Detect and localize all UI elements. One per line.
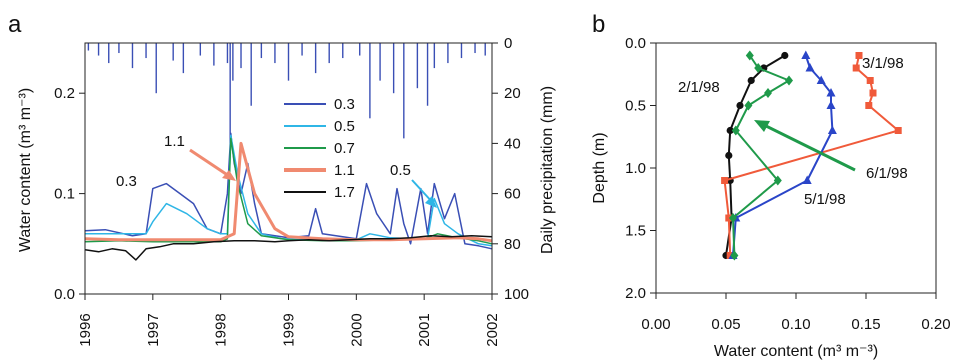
marker-6-1-98 <box>785 75 793 86</box>
legend-label: 0.3 <box>334 96 355 113</box>
y-tick-label: 0.0 <box>54 286 75 303</box>
profile-label-3-1-98: 3/1/98 <box>862 55 904 72</box>
y-tick-label: 2.0 <box>625 285 646 302</box>
label-6-1-98-arrowhead <box>754 120 770 132</box>
profile-label-6-1-98: 6/1/98 <box>866 165 908 182</box>
y2-tick-label: 0 <box>504 35 512 52</box>
panel-a-x-axis: 1996 1997 1998 1999 2000 2001 2002 <box>77 294 501 347</box>
profile-label-5-1-98: 5/1/98 <box>804 191 846 208</box>
panel-b: b 0.00 0.05 0.10 0.15 0.20 0.0 0.5 1.0 1.5 2.0 W… <box>591 11 951 360</box>
profile-lines <box>721 50 902 261</box>
panel-a-legend: 0.3 0.5 0.7 1.1 1.7 <box>284 96 355 201</box>
legend-label: 1.1 <box>334 162 355 179</box>
marker-3-1-98 <box>852 64 860 72</box>
legend-label: 1.7 <box>334 184 355 201</box>
marker-3-1-98 <box>894 127 902 134</box>
panel-a-y2label: Daily precipitation (mm) <box>539 86 556 254</box>
x-tick-label: 0.15 <box>851 316 880 333</box>
y2-tick-label: 20 <box>504 85 521 102</box>
marker-3-1-98 <box>721 177 729 184</box>
panel-a-ylabel: Water content (m³ m⁻³) <box>17 88 34 252</box>
panel-b-xlabel: Water content (m³ m⁻³) <box>714 343 878 360</box>
panel-a-y2-axis: 0 20 40 60 80 100 <box>492 35 529 303</box>
marker-2-1-98 <box>736 101 744 110</box>
profile-line-3-1-98 <box>723 55 900 256</box>
annotation-1-1: 1.1 <box>164 133 185 150</box>
marker-6-1-98 <box>754 63 763 73</box>
annotation-1-1-arrow <box>189 148 233 180</box>
marker-6-1-98 <box>764 88 772 98</box>
y-tick-label: 0.0 <box>625 35 646 52</box>
precipitation-bars <box>87 43 486 144</box>
x-tick-label: 2002 <box>484 313 501 346</box>
y-tick-label: 1.0 <box>625 160 646 177</box>
x-tick-label: 2000 <box>348 313 365 346</box>
y2-tick-label: 80 <box>504 236 521 253</box>
x-tick-label: 0.05 <box>711 316 740 333</box>
legend-label: 0.7 <box>334 140 355 157</box>
marker-6-1-98 <box>729 213 737 223</box>
panel-a-letter: a <box>8 11 22 38</box>
marker-3-1-98 <box>866 77 874 84</box>
x-tick-label: 1998 <box>213 313 230 346</box>
marker-6-1-98 <box>773 175 782 186</box>
x-tick-label: 0.20 <box>921 316 950 333</box>
marker-5-1-98 <box>827 125 837 134</box>
marker-3-1-98 <box>726 252 734 259</box>
x-tick-label: 0.00 <box>641 316 670 333</box>
marker-5-1-98 <box>802 175 812 184</box>
y-tick-label: 0.5 <box>625 98 646 115</box>
marker-5-1-98 <box>805 63 815 72</box>
y-tick-label: 1.5 <box>625 223 646 240</box>
marker-3-1-98 <box>725 214 733 222</box>
series-line-0-7 <box>84 137 493 245</box>
series-line-1-7 <box>84 235 493 261</box>
x-tick-label: 1999 <box>281 313 298 346</box>
panel-a: a 1996 1997 1998 1999 2000 2001 2002 0.0 0.1 0.2… <box>8 11 556 347</box>
y2-tick-label: 60 <box>504 186 521 203</box>
marker-6-1-98 <box>745 50 754 61</box>
panel-b-y-axis: 0.0 0.5 1.0 1.5 2.0 <box>625 35 656 302</box>
marker-3-1-98 <box>865 102 873 109</box>
y-tick-label: 0.2 <box>54 85 75 102</box>
profile-label-2-1-98: 2/1/98 <box>678 79 720 96</box>
marker-2-1-98 <box>725 151 733 160</box>
x-tick-label: 0.10 <box>781 316 810 333</box>
x-tick-label: 2001 <box>416 313 433 346</box>
profile-line-6-1-98 <box>732 54 790 256</box>
y-tick-label: 0.1 <box>54 186 75 203</box>
marker-6-1-98 <box>731 125 740 136</box>
annotation-0-5-arrowhead <box>425 196 437 208</box>
panel-b-ylabel: Depth (m) <box>591 132 608 203</box>
y2-tick-label: 40 <box>504 135 521 152</box>
marker-5-1-98 <box>826 100 836 109</box>
profile-labels: 2/1/98 3/1/98 5/1/98 6/1/98 <box>678 55 908 208</box>
marker-2-1-98 <box>726 126 734 135</box>
water-content-lines <box>84 132 493 261</box>
annotation-0-3: 0.3 <box>116 173 137 190</box>
x-tick-label: 1996 <box>77 313 94 346</box>
marker-5-1-98 <box>816 75 826 84</box>
marker-5-1-98 <box>826 88 836 97</box>
x-tick-label: 1997 <box>145 313 162 346</box>
legend-label: 0.5 <box>334 118 355 135</box>
marker-3-1-98 <box>869 89 877 97</box>
y2-tick-label: 100 <box>504 286 529 303</box>
marker-2-1-98 <box>781 51 789 60</box>
marker-5-1-98 <box>801 50 811 59</box>
series-line-1-1 <box>84 141 493 243</box>
marker-3-1-98 <box>855 52 863 59</box>
panel-a-y-axis: 0.0 0.1 0.2 <box>54 85 85 303</box>
panel-b-x-axis: 0.00 0.05 0.10 0.15 0.20 <box>641 293 951 333</box>
annotation-1-1-arrowhead <box>222 170 236 181</box>
marker-6-1-98 <box>744 100 753 111</box>
panel-b-letter: b <box>592 11 605 38</box>
marker-6-1-98 <box>730 250 739 261</box>
marker-2-1-98 <box>747 76 755 85</box>
annotation-0-5: 0.5 <box>390 162 411 179</box>
label-6-1-98-arrow <box>761 122 856 172</box>
